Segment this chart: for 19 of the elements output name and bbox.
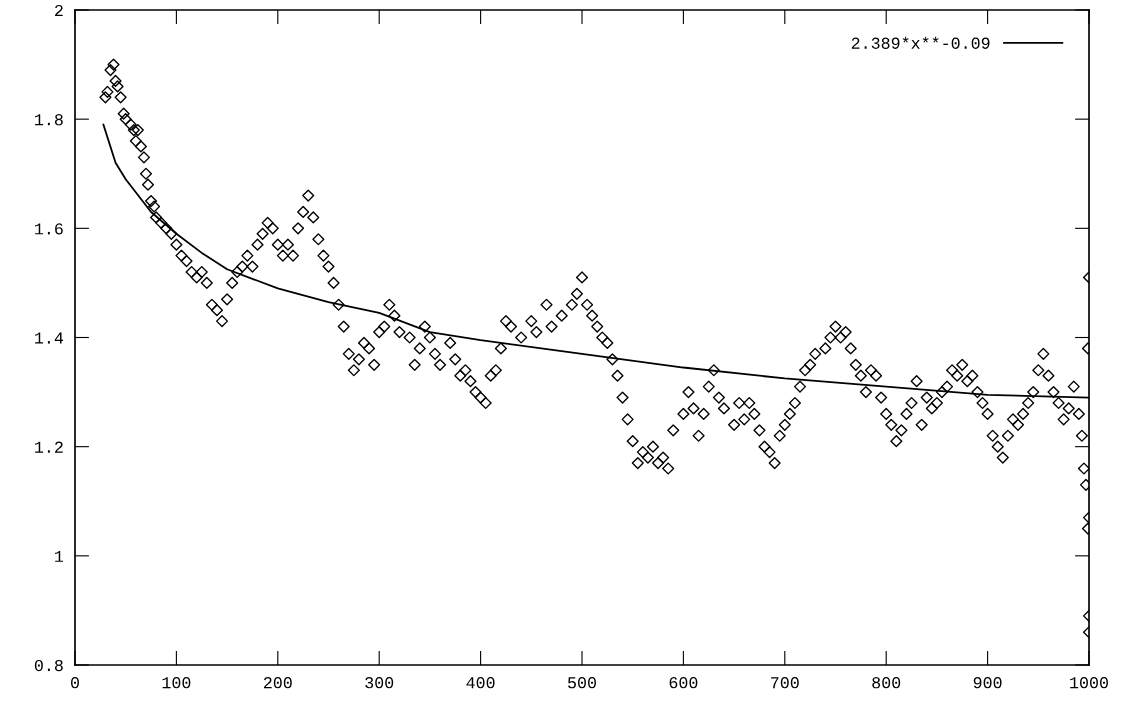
y-tick-label: 1 bbox=[55, 550, 64, 562]
y-tick-label: 1.2 bbox=[35, 441, 63, 453]
y-tick-label: 1.6 bbox=[35, 223, 63, 235]
x-tick-label: 200 bbox=[263, 677, 292, 689]
x-tick-label: 900 bbox=[973, 677, 1002, 689]
x-tick-label: 800 bbox=[872, 677, 901, 689]
x-tick-label: 100 bbox=[162, 677, 191, 689]
x-tick-label: 500 bbox=[568, 677, 596, 689]
x-tick-label: 600 bbox=[669, 677, 698, 689]
y-tick-label: 2 bbox=[55, 4, 63, 17]
y-tick-label: 1.4 bbox=[35, 332, 64, 344]
x-tick-label: 400 bbox=[466, 677, 495, 689]
x-tick-label: 700 bbox=[771, 677, 799, 689]
y-tick-label: 1.8 bbox=[35, 114, 63, 126]
x-tick-label: 0 bbox=[71, 677, 79, 689]
x-tick-label: 300 bbox=[365, 677, 394, 689]
y-tick-label: 0.8 bbox=[34, 659, 63, 672]
legend-label: 2.389*x**-0.09 bbox=[851, 36, 990, 49]
x-tick-label: 1000 bbox=[1070, 677, 1108, 689]
